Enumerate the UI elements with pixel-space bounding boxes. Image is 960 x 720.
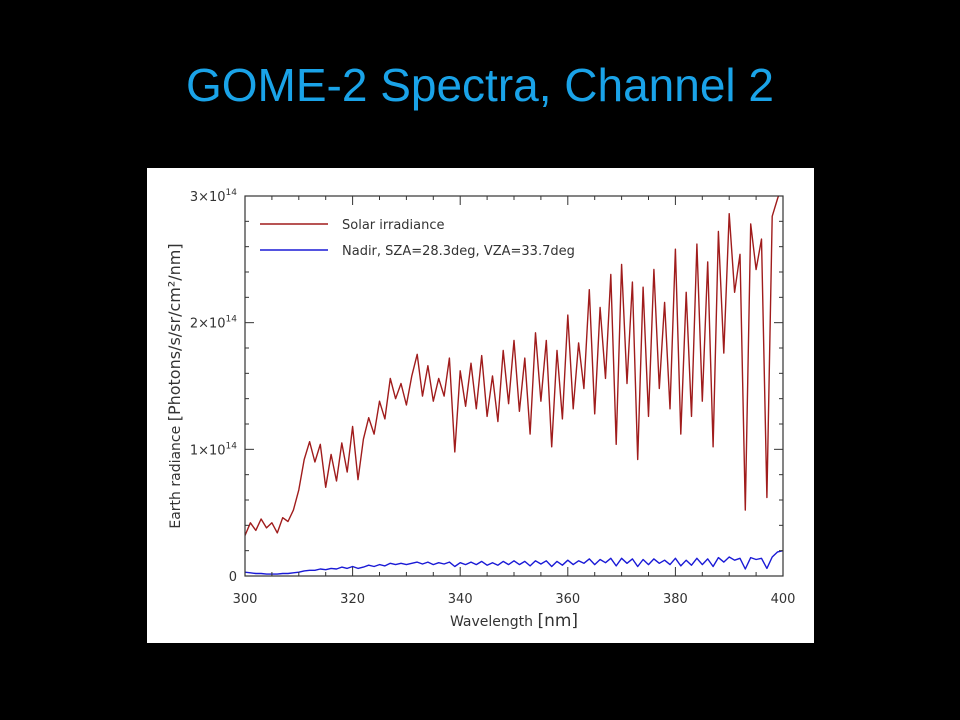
y-tick-mantissa: 1×10 [190, 443, 226, 458]
legend: Solar irradiance Nadir, SZA=28.3deg, VZA=… [260, 218, 575, 259]
y-tick-mantissa: 0 [229, 570, 237, 585]
series-line-nadir [245, 550, 783, 575]
legend-label-1: Solar irradiance [342, 218, 445, 233]
y-axis-label-main: Earth radiance [168, 421, 184, 528]
y-tick-label: 1×1014 [190, 441, 237, 458]
y-tick-exponent: 14 [226, 188, 238, 198]
x-axis-label-main: Wavelength [450, 614, 538, 630]
y-tick-exponent: 14 [226, 441, 238, 451]
x-axis-label-unit: [nm] [537, 611, 578, 631]
x-tick-label: 320 [340, 592, 365, 607]
x-tick-label: 300 [233, 592, 258, 607]
slide-title: GOME-2 Spectra, Channel 2 [185, 59, 775, 111]
chart-panel: 300 320 340 360 380 400 0 1×1014 2×1014 3×1014 So… [147, 168, 814, 643]
y-tick-exponent: 14 [226, 315, 238, 325]
y-tick-label: 2×1014 [190, 315, 237, 332]
x-tick-label: 380 [663, 592, 688, 607]
series-layer [245, 196, 783, 575]
y-tick-mantissa: 3×10 [190, 190, 226, 205]
y-axis-label: Earth radiance [Photons/s/sr/cm²/nm] [165, 243, 184, 528]
legend-label-2: Nadir, SZA=28.3deg, VZA=33.7deg [342, 244, 575, 259]
series-line-solar-irradiance [245, 196, 780, 536]
x-tick-label: 360 [555, 592, 580, 607]
y-tick-label: 3×1014 [190, 188, 237, 205]
y-axis-label-unit: [Photons/s/sr/cm²/nm] [165, 243, 184, 421]
x-tick-label: 400 [771, 592, 796, 607]
x-axis-label: Wavelength [nm] [450, 611, 578, 631]
y-tick-mantissa: 2×10 [190, 317, 226, 332]
y-tick-label: 0 [229, 570, 237, 585]
x-tick-label: 340 [448, 592, 473, 607]
